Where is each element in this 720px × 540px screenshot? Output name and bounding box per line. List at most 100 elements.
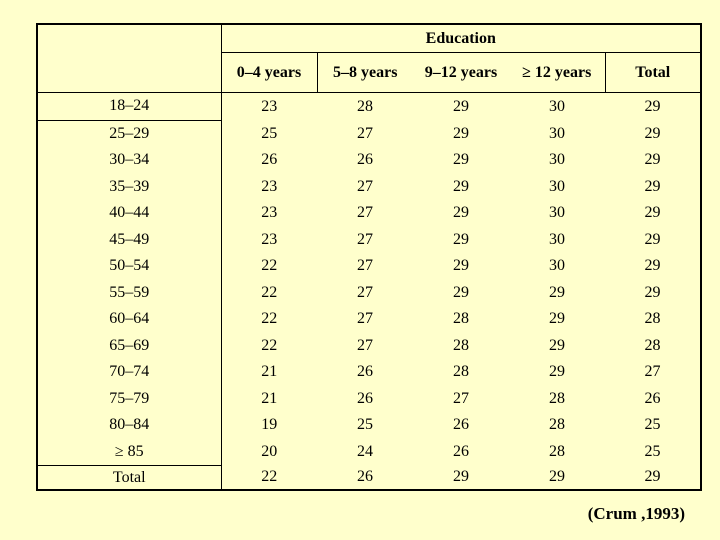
row-label-total: Total: [37, 465, 222, 490]
table-cell: 28: [453, 336, 469, 354]
table-cell: 29: [644, 283, 661, 301]
table-cell: 19: [261, 416, 278, 434]
table-cell: 30: [549, 97, 565, 115]
table-cell: 25: [644, 443, 661, 460]
table-cell: 28: [549, 416, 565, 434]
table-cell: 28: [453, 310, 469, 328]
table-cell: 29: [453, 283, 469, 301]
table-title: Education: [221, 24, 702, 53]
table-cell: 29: [549, 363, 565, 381]
citation: (Crum ,1993): [587, 504, 685, 523]
table-cell: 28: [453, 363, 469, 381]
table-cell: 26: [453, 416, 469, 434]
row-label-geq-85: ≥ 85: [37, 438, 222, 466]
table-row: ≥ 85 20 24 26 28 25: [37, 438, 701, 466]
row-label: 40–44: [37, 200, 222, 227]
table-cell: 26: [453, 443, 469, 460]
table-cell: 28: [357, 97, 373, 115]
table-cell: 29: [453, 468, 469, 486]
education-age-table: Education 0–4 years 5–8 years 9–12 years…: [36, 23, 703, 491]
table-cell: 30: [549, 204, 565, 222]
table-cell: 27: [357, 124, 373, 142]
table-cell: 28: [549, 389, 565, 407]
row-label: 30–34: [37, 147, 222, 174]
table-cell: 26: [644, 389, 661, 407]
table-cell: 27: [357, 230, 373, 248]
table-cell: 25: [357, 416, 373, 434]
table-cell: 26: [357, 389, 373, 407]
col-header-geq-12-years: ≥ 12 years: [509, 52, 605, 93]
table-cell: 25: [261, 124, 278, 142]
table-row: 65–69 22 27 28 29 28: [37, 332, 701, 359]
table-row: 70–74 21 26 28 29 27: [37, 359, 701, 386]
table-row: 50–54 22 27 29 30 29: [37, 253, 701, 280]
table-row: 35–39 23 27 29 30 29: [37, 173, 701, 200]
row-label: 18–24: [37, 92, 222, 121]
table-cell: 30: [549, 151, 565, 169]
table-cell: 21: [261, 389, 278, 407]
table-cell: 29: [644, 230, 661, 248]
row-label: 60–64: [37, 306, 222, 333]
table-row: 60–64 22 27 28 29 28: [37, 306, 701, 333]
table-cell: 29: [453, 257, 469, 275]
table-row: 80–84 19 25 26 28 25: [37, 412, 701, 439]
table-cell: 21: [261, 363, 278, 381]
row-label: 80–84: [37, 412, 222, 439]
table-cell: 27: [453, 389, 469, 407]
row-label: 55–59: [37, 279, 222, 306]
row-label: 65–69: [37, 332, 222, 359]
table-cell: 28: [644, 336, 661, 354]
table-cell: 30: [549, 177, 565, 195]
table-cell: 24: [357, 443, 373, 460]
row-label: 75–79: [37, 385, 222, 412]
table-cell: 26: [357, 363, 373, 381]
table-cell: 22: [261, 283, 278, 301]
table-cell: 23: [261, 97, 278, 115]
table-cell: 27: [644, 363, 661, 381]
table-cell: 29: [549, 283, 565, 301]
table-cell: 27: [357, 204, 373, 222]
table-cell: 27: [357, 177, 373, 195]
table-row: 45–49 23 27 29 30 29: [37, 226, 701, 253]
table-cell: 29: [644, 204, 661, 222]
table-cell: 29: [644, 468, 661, 486]
table-cell: 29: [549, 468, 565, 486]
table-cell: 26: [357, 151, 373, 169]
table-cell: 27: [357, 310, 373, 328]
table-cell: 29: [453, 204, 469, 222]
table-cell: 22: [261, 310, 278, 328]
table-cell: 27: [357, 336, 373, 354]
col-header-0-4-years: 0–4 years: [221, 52, 318, 93]
table-cell: 27: [357, 257, 373, 275]
row-label: 45–49: [37, 226, 222, 253]
table-row: 18–24 23 28 29 30 29: [37, 92, 701, 121]
row-label: 70–74: [37, 359, 222, 386]
table-cell: 29: [453, 151, 469, 169]
table-cell: 27: [357, 283, 373, 301]
table-cell: 29: [644, 257, 661, 275]
table-cell: 20: [261, 443, 278, 460]
table-cell: 29: [453, 97, 469, 115]
table-cell: 29: [549, 336, 565, 354]
table-row: 55–59 22 27 29 29 29: [37, 279, 701, 306]
col-header-total: Total: [604, 52, 702, 93]
table-cell: 22: [261, 336, 278, 354]
table-cell: 30: [549, 257, 565, 275]
row-label: 25–29: [37, 120, 222, 147]
table-cell: 29: [644, 124, 661, 142]
table-cell: 26: [261, 151, 278, 169]
table-cell: 29: [644, 151, 661, 169]
table-cell: 22: [261, 257, 278, 275]
table-cell: 28: [644, 310, 661, 328]
corner-cell: [37, 24, 222, 93]
table-cell: 26: [357, 468, 373, 486]
table-cell: 29: [644, 97, 661, 115]
row-label: 35–39: [37, 173, 222, 200]
table-row: 75–79 21 26 27 28 26: [37, 385, 701, 412]
table-row: 40–44 23 27 29 30 29: [37, 200, 701, 227]
table-cell: 30: [549, 124, 565, 142]
row-label: 50–54: [37, 253, 222, 280]
table-cell: 30: [549, 230, 565, 248]
column-header-row: 0–4 years 5–8 years 9–12 years ≥ 12 year…: [37, 52, 702, 93]
